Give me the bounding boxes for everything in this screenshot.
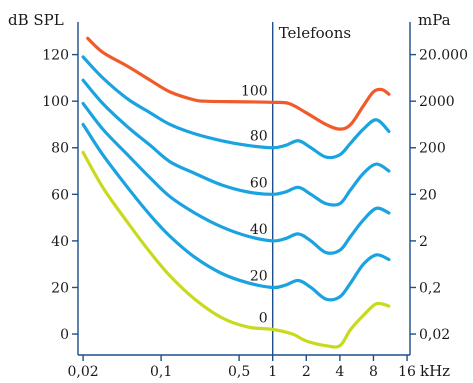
x-axis-label: kHz [420,362,450,380]
chart-title: Telefoons [279,24,351,42]
y-tick-label-left: 0 [60,327,69,343]
y-tick-label-right: 20 [419,187,437,203]
x-tick-label: 2 [302,364,311,380]
curve-label-60: 60 [250,175,268,191]
x-tick-label: 8 [369,364,378,380]
curve-label-80: 80 [250,129,268,145]
x-tick-label: 0,1 [150,364,172,380]
y-axis-label-right: mPa [418,11,451,29]
curve-phon-20 [81,122,391,302]
curve-phon-40 [81,101,391,255]
x-tick-label: 4 [335,364,344,380]
y-tick-label-left: 100 [42,94,69,110]
y-tick-label-right: 0,02 [419,327,450,343]
y-tick-label-left: 120 [42,48,69,64]
y-tick-label-right: 20.000 [419,48,468,64]
y-tick-label-left: 80 [51,141,69,157]
x-tick-label: 1 [268,364,277,380]
y-tick-label-right: 200 [419,141,446,157]
curve-phon-100 [86,36,391,131]
curves-layer [81,36,391,349]
curve-phon-60 [81,78,391,207]
x-tick-label: 0,5 [228,364,250,380]
x-tick-label: 16 [398,364,416,380]
curve-label-100: 100 [241,83,268,99]
x-tick-label: 0,02 [68,364,99,380]
curve-label-40: 40 [250,222,268,238]
axes-layer [72,22,416,361]
y-axis-label-left: dB SPL [8,11,64,29]
labels-layer: 0204060801001200,020,2220200200020.0000,… [42,48,468,380]
y-tick-label-right: 0,2 [419,280,441,296]
y-tick-label-left: 40 [51,234,69,250]
y-tick-label-right: 2 [419,234,428,250]
curve-label-20: 20 [250,268,268,284]
curve-phon-0 [81,150,391,349]
y-tick-label-left: 20 [51,280,69,296]
curve-label-0: 0 [259,310,268,326]
y-tick-label-right: 2000 [419,94,455,110]
curve-phon-80 [81,55,391,160]
y-tick-label-left: 60 [51,187,69,203]
